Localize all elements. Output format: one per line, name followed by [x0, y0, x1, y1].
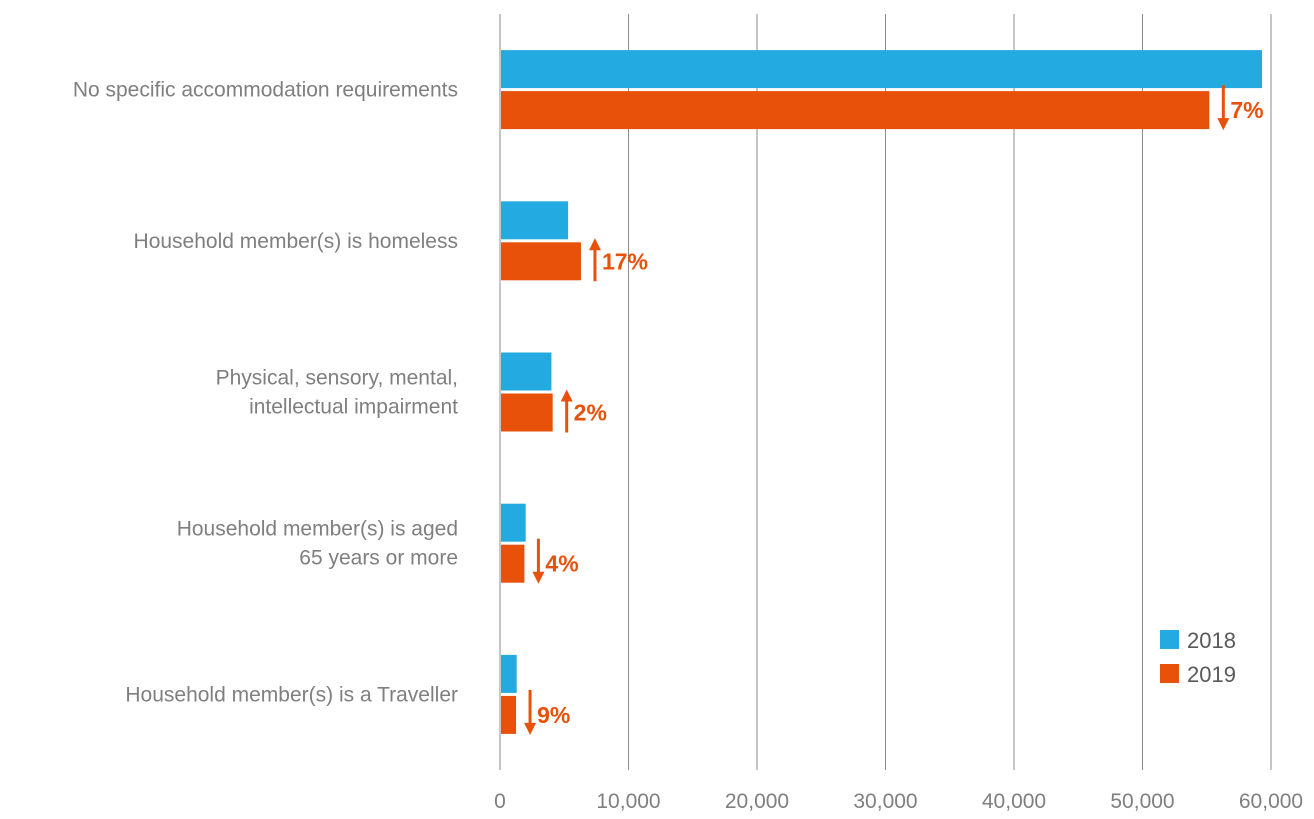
- change-annotations: 7% 17% 2% 4% 9%: [524, 85, 1264, 735]
- change-label: 7%: [1230, 97, 1263, 123]
- x-tick-label: 20,000: [725, 790, 789, 813]
- bar-2019: [501, 695, 517, 734]
- legend-label: 2018: [1187, 628, 1236, 653]
- up-arrow-icon: [560, 389, 573, 433]
- up-arrow-icon: [588, 238, 601, 282]
- legend-swatch: [1160, 664, 1179, 683]
- bar-2018: [501, 352, 552, 391]
- arrow-head: [560, 389, 573, 402]
- bar-2019: [501, 393, 553, 432]
- category-label: Household member(s) is homeless: [134, 230, 458, 253]
- arrow-head: [588, 238, 601, 251]
- change-label: 17%: [602, 248, 648, 274]
- bar-2018: [501, 654, 517, 693]
- gridlines: [499, 14, 1272, 770]
- x-tick-label: 0: [494, 790, 506, 813]
- bar-2018: [501, 50, 1263, 89]
- category-label: Physical, sensory, mental,: [216, 367, 458, 390]
- category-labels: No specific accommodation requirements Ho…: [73, 79, 458, 707]
- bar-2018: [501, 201, 569, 240]
- category-label: intellectual impairment: [249, 396, 458, 419]
- bar-2019: [501, 544, 525, 583]
- change-label: 2%: [574, 400, 607, 426]
- category-label: Household member(s) is aged: [177, 518, 458, 541]
- x-tick-label: 60,000: [1239, 790, 1303, 813]
- bar-2018: [501, 503, 526, 542]
- category-label: No specific accommodation requirements: [73, 79, 458, 102]
- bar-2019: [501, 242, 581, 281]
- down-arrow-icon: [532, 538, 545, 584]
- down-arrow-icon: [1217, 85, 1230, 131]
- category-label: Household member(s) is a Traveller: [125, 683, 458, 706]
- arrow-head: [1217, 118, 1230, 131]
- arrow-head: [524, 722, 537, 735]
- change-label: 9%: [537, 702, 570, 728]
- legend-swatch: [1160, 630, 1179, 649]
- x-tick-label: 30,000: [853, 790, 917, 813]
- bars: [501, 50, 1263, 734]
- legend-label: 2019: [1187, 662, 1236, 687]
- x-tick-label: 50,000: [1110, 790, 1174, 813]
- arrow-head: [532, 571, 545, 584]
- x-tick-labels: 0 10,000 20,000 30,000 40,000 50,000 60,000: [494, 790, 1303, 813]
- legend: 2018 2019: [1160, 628, 1236, 687]
- down-arrow-icon: [524, 689, 537, 735]
- bar-2019: [501, 91, 1210, 130]
- category-label: 65 years or more: [299, 547, 458, 570]
- x-tick-label: 40,000: [982, 790, 1046, 813]
- x-tick-label: 10,000: [596, 790, 660, 813]
- change-label: 4%: [545, 551, 578, 577]
